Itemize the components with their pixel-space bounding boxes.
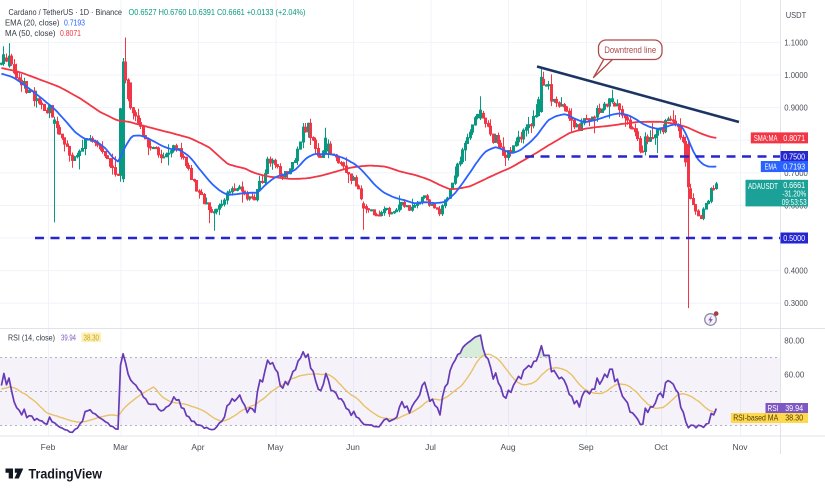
svg-text:80.00: 80.00: [784, 337, 805, 346]
svg-text:0.8071: 0.8071: [60, 28, 81, 38]
svg-text:Cardano / TetherUS · 1D · Bina: Cardano / TetherUS · 1D · Binance: [9, 7, 123, 17]
svg-text:38.30: 38.30: [84, 332, 100, 342]
svg-text:TradingView: TradingView: [29, 467, 103, 482]
svg-text:0.6661: 0.6661: [783, 181, 805, 190]
svg-text:USDT: USDT: [786, 11, 807, 20]
svg-text:0.3000: 0.3000: [784, 299, 808, 308]
svg-text:May: May: [267, 442, 284, 452]
svg-text:39.94: 39.94: [785, 404, 803, 413]
svg-text:0.7193: 0.7193: [64, 18, 85, 28]
svg-text:Aug: Aug: [500, 442, 515, 452]
svg-text:RSI-based MA: RSI-based MA: [733, 414, 778, 423]
svg-text:RSI (14, close): RSI (14, close): [8, 333, 55, 342]
svg-text:MA (50, close): MA (50, close): [5, 29, 56, 38]
svg-text:Mar: Mar: [113, 442, 128, 452]
svg-text:0.8071: 0.8071: [783, 134, 805, 143]
svg-text:Oct: Oct: [654, 442, 668, 452]
svg-text:Jun: Jun: [346, 442, 360, 452]
svg-text:O0.6527 H0.6760 L0.6391 C0.666: O0.6527 H0.6760 L0.6391 C0.6661 +0.0133 …: [129, 7, 306, 17]
svg-text:-31.20%: -31.20%: [782, 190, 806, 199]
svg-text:0.7000: 0.7000: [784, 169, 808, 178]
svg-text:EMA (20, close): EMA (20, close): [5, 19, 60, 28]
svg-text:0.5000: 0.5000: [783, 234, 805, 243]
svg-text:1.1000: 1.1000: [784, 38, 808, 47]
svg-text:Nov: Nov: [732, 442, 748, 452]
svg-text:Apr: Apr: [191, 442, 204, 452]
svg-text:0.4000: 0.4000: [784, 267, 808, 276]
svg-text:Jul: Jul: [425, 442, 436, 452]
svg-text:09:53:53: 09:53:53: [782, 198, 807, 207]
svg-text:0.7193: 0.7193: [783, 163, 805, 172]
svg-text:0.7500: 0.7500: [783, 153, 805, 162]
svg-text:60.00: 60.00: [784, 371, 805, 380]
svg-text:Downtrend line: Downtrend line: [604, 45, 656, 55]
svg-text:38.30: 38.30: [785, 414, 803, 423]
svg-text:EMA: EMA: [765, 163, 777, 172]
svg-text:Sep: Sep: [578, 442, 593, 452]
svg-text:RSI: RSI: [768, 404, 779, 413]
svg-text:39.94: 39.94: [61, 332, 76, 342]
svg-text:Feb: Feb: [41, 442, 56, 452]
svg-text:ADAUSDT: ADAUSDT: [748, 182, 778, 191]
svg-text:0.9000: 0.9000: [784, 104, 808, 113]
svg-text:1.0000: 1.0000: [784, 71, 808, 80]
svg-text:SMA:MA: SMA:MA: [754, 134, 778, 143]
